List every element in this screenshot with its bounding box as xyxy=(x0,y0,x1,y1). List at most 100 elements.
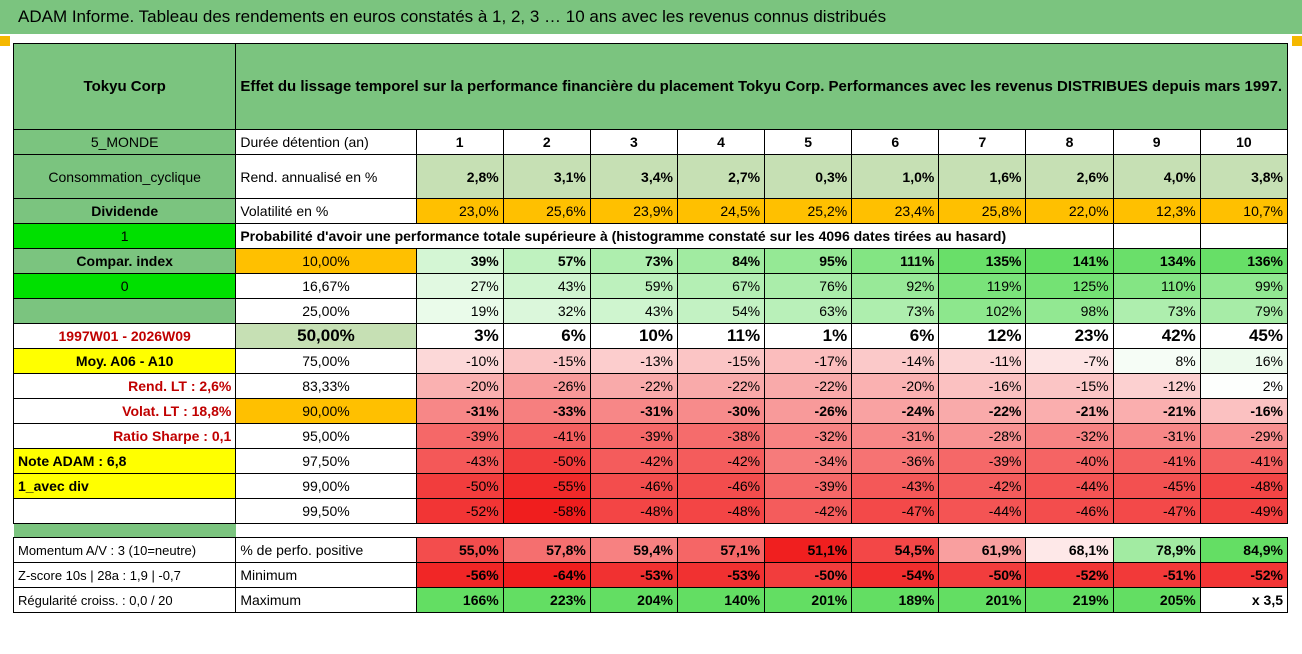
volat-value: 23,9% xyxy=(589,198,678,224)
quantile-value: -49% xyxy=(1199,498,1289,524)
pct-pos-value: 54,5% xyxy=(851,537,940,563)
maximum-label: Maximum xyxy=(235,587,417,613)
volat-value: 25,6% xyxy=(502,198,591,224)
quantile-value: -43% xyxy=(415,448,504,474)
year-header: 3 xyxy=(589,129,678,155)
year-header: 5 xyxy=(764,129,853,155)
pct-pos-value: 57,8% xyxy=(502,537,591,563)
quantile-value: -13% xyxy=(589,348,678,374)
rend-value: 2,7% xyxy=(676,154,766,199)
maximum-value: 223% xyxy=(502,587,591,613)
quantile-value: -45% xyxy=(1112,473,1201,499)
quantile-value: 141% xyxy=(1025,248,1114,274)
maximum-row: Régularité croiss. : 0,0 / 20 Maximum 166%… xyxy=(12,587,1289,613)
quantile-value: -20% xyxy=(415,373,504,399)
quantile-value: -24% xyxy=(851,398,940,424)
quantile-value: 84% xyxy=(676,248,766,274)
quantile-threshold: 10,00% xyxy=(235,248,417,274)
maximum-value: 166% xyxy=(415,587,504,613)
maximum-value: 201% xyxy=(764,587,853,613)
flag-one[interactable]: 1 xyxy=(12,223,237,249)
rend-value: 1,0% xyxy=(851,154,940,199)
year-header: 10 xyxy=(1199,129,1289,155)
quantile-value: -48% xyxy=(676,498,766,524)
quantile-value: 12% xyxy=(938,323,1027,349)
region-label: 5_MONDE xyxy=(12,129,237,155)
quantile-value: 57% xyxy=(502,248,591,274)
rend-lt-label: Rend. LT : 2,6% xyxy=(12,373,237,399)
maximum-value: 140% xyxy=(676,587,766,613)
quantile-value: 8% xyxy=(1112,348,1201,374)
quantile-value: 23% xyxy=(1025,323,1114,349)
minimum-label: Minimum xyxy=(235,562,417,588)
quantile-value: 32% xyxy=(502,298,591,324)
quantile-value: -50% xyxy=(502,448,591,474)
quantile-value: -22% xyxy=(589,373,678,399)
quantile-value: -46% xyxy=(676,473,766,499)
pct-pos-value: 68,1% xyxy=(1025,537,1114,563)
quantile-value: -43% xyxy=(851,473,940,499)
quantile-value: -32% xyxy=(1025,423,1114,449)
pct-pos-label: % de perfo. positive xyxy=(235,537,417,563)
spacer xyxy=(236,524,1288,538)
minimum-value: -53% xyxy=(676,562,766,588)
empty-cell xyxy=(1112,223,1201,249)
quantile-value: 102% xyxy=(938,298,1027,324)
pct-pos-value: 55,0% xyxy=(415,537,504,563)
quantile-value: -22% xyxy=(764,373,853,399)
regularite-label: Régularité croiss. : 0,0 / 20 xyxy=(12,587,237,613)
quantile-row: Rend. LT : 2,6% 83,33% -20% -26% -22% -22% -22… xyxy=(12,373,1289,399)
quantile-value: -40% xyxy=(1025,448,1114,474)
quantile-value: 111% xyxy=(851,248,940,274)
minimum-value: -52% xyxy=(1199,562,1289,588)
pct-pos-value: 61,9% xyxy=(938,537,1027,563)
note-adam-label: Note ADAM : 6,8 xyxy=(12,448,237,474)
blank-left xyxy=(12,498,237,524)
minimum-value: -54% xyxy=(851,562,940,588)
quantile-value: -41% xyxy=(502,423,591,449)
quantile-value: 10% xyxy=(589,323,678,349)
quantile-value: -46% xyxy=(1025,498,1114,524)
rend-value: 2,8% xyxy=(415,154,504,199)
quantile-value: 119% xyxy=(938,273,1027,299)
quantile-value: -28% xyxy=(938,423,1027,449)
quantile-threshold: 16,67% xyxy=(235,273,417,299)
minimum-value: -53% xyxy=(589,562,678,588)
volat-value: 23,0% xyxy=(415,198,504,224)
quantile-threshold: 90,00% xyxy=(235,398,417,424)
quantile-value: -41% xyxy=(1112,448,1201,474)
minimum-value: -52% xyxy=(1025,562,1114,588)
momentum-label: Momentum A/V : 3 (10=neutre) xyxy=(12,537,237,563)
quantile-value: -29% xyxy=(1199,423,1289,449)
quantile-value: -15% xyxy=(1025,373,1114,399)
quantile-value: 39% xyxy=(415,248,504,274)
quantile-threshold: 99,00% xyxy=(235,473,417,499)
blank-left xyxy=(12,298,237,324)
quantile-value: 43% xyxy=(502,273,591,299)
maximum-value: 204% xyxy=(589,587,678,613)
spacer xyxy=(13,523,236,538)
quantile-value: -42% xyxy=(676,448,766,474)
quantile-value: 67% xyxy=(676,273,766,299)
quantile-row: 1997W01 - 2026W09 50,00% 3% 6% 10% 11% 1% 6% 12%… xyxy=(12,323,1289,349)
quantile-value: -39% xyxy=(415,423,504,449)
quantile-value: -12% xyxy=(1112,373,1201,399)
flag-zero[interactable]: 0 xyxy=(12,273,237,299)
quantile-value: -34% xyxy=(764,448,853,474)
quantile-value: -31% xyxy=(589,398,678,424)
minimum-value: -64% xyxy=(502,562,591,588)
quantile-row: Ratio Sharpe : 0,1 95,00% -39% -41% -39% -38%… xyxy=(12,423,1289,449)
proba-caption: Probabilité d'avoir une performance tota… xyxy=(235,223,1114,249)
maximum-value: 201% xyxy=(938,587,1027,613)
quantile-value: -21% xyxy=(1112,398,1201,424)
header-years-row: 5_MONDE Durée détention (an) 1 2 3 4 5 6 7 8 9 10 xyxy=(12,129,1289,155)
quantile-value: -38% xyxy=(676,423,766,449)
performance-table: Tokyu Corp Effet du lissage temporel sur… xyxy=(12,43,1289,613)
quantile-value: 6% xyxy=(851,323,940,349)
quantile-value: -55% xyxy=(502,473,591,499)
rend-value: 3,8% xyxy=(1199,154,1289,199)
rend-row: Consommation_cyclique Rend. annualisé en … xyxy=(12,154,1289,199)
pct-pos-value: 59,4% xyxy=(589,537,678,563)
quantile-value: 92% xyxy=(851,273,940,299)
quantile-row: 99,50% -52% -58% -48% -48% -42% -47% -44% -46% -4… xyxy=(12,498,1289,524)
